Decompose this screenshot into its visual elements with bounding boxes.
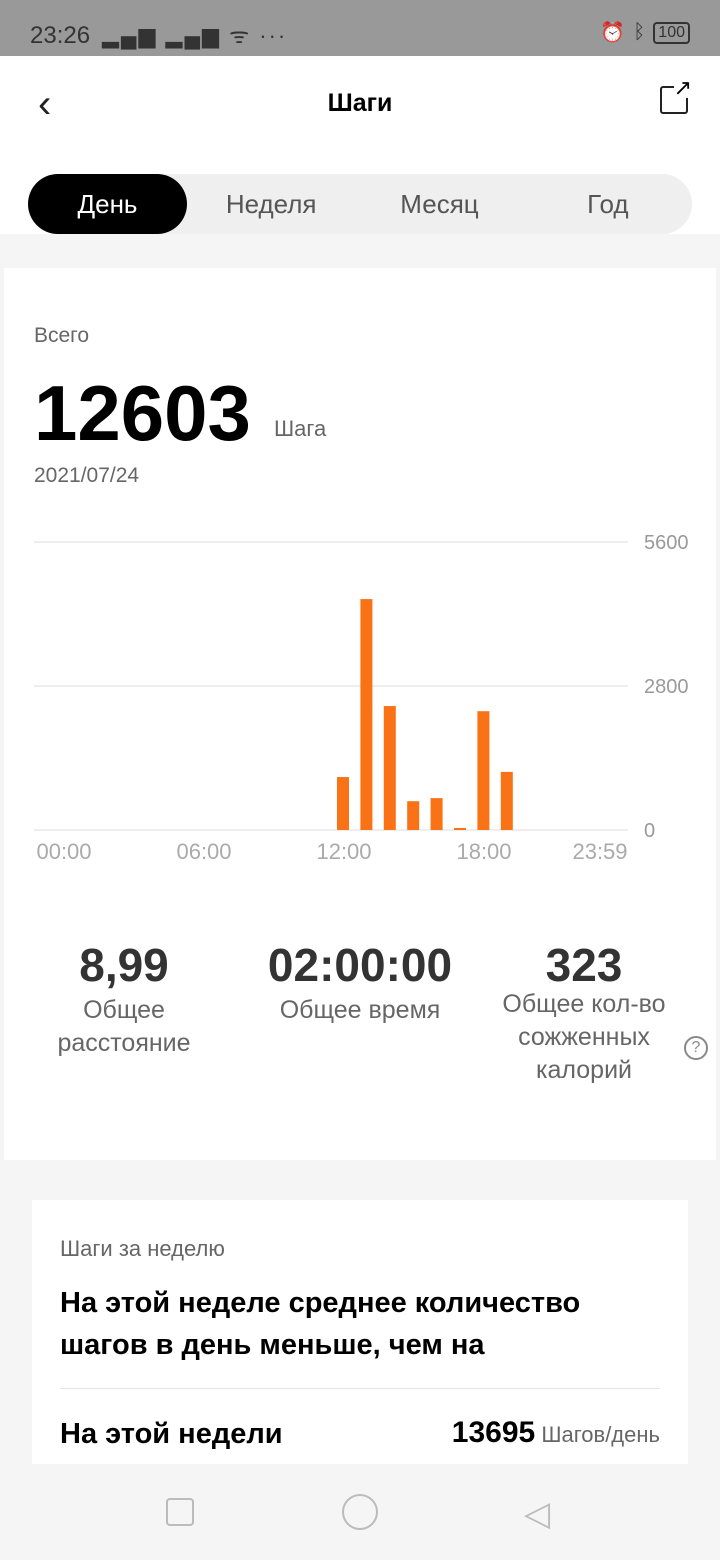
tab-week[interactable]: Неделя (225, 189, 317, 219)
back-icon[interactable]: ‹ (38, 82, 52, 126)
status-bar: 23:26 ▂▄▆ ▂▄▆ ᯤ ··· ⏰ ᛒ 100 (0, 0, 720, 56)
bluetooth-icon: ᛒ (633, 21, 646, 43)
page-title: Шаги (327, 89, 393, 117)
y-tick-label: 2800 (644, 676, 689, 698)
stat-calories: 323 Общее кол-во сожженных калорий (474, 938, 694, 1087)
stat-distance: 8,99 Общее расстояние (4, 938, 244, 1060)
x-tick-label: 00:00 (36, 839, 91, 864)
home-button[interactable] (342, 1494, 378, 1530)
back-button[interactable]: ◁ (524, 1495, 551, 1533)
stat-value: 8,99 (79, 939, 169, 991)
share-icon[interactable] (660, 78, 692, 114)
recents-button[interactable] (166, 1498, 194, 1526)
battery-icon: 100 (653, 21, 690, 44)
signal-wifi-icons: ▂▄▆ ▂▄▆ ᯤ ··· (102, 23, 288, 48)
help-icon[interactable]: ? (684, 1036, 708, 1060)
stat-label: Общее расстояние (57, 996, 191, 1057)
weekly-label: Шаги за неделю (60, 1236, 225, 1261)
weekly-title: На этой неделе среднее количество шагов … (60, 1287, 581, 1361)
steps-card: Всего 12603 Шага 2021/07/24 5600 2800 0 00:… (4, 268, 716, 1160)
alarm-icon: ⏰ (600, 22, 626, 44)
bar (454, 827, 466, 830)
status-time: 23:26 (30, 22, 91, 49)
x-tick-label: 06:00 (176, 839, 231, 864)
stat-label: Общее время (279, 996, 441, 1024)
steps-unit: Шага (274, 416, 327, 441)
tab-year[interactable]: Год (587, 189, 629, 219)
stat-time: 02:00:00 Общее время (240, 938, 480, 1027)
stat-value: 02:00:00 (267, 939, 453, 991)
period-tabs: День Неделя Месяц Год (28, 174, 692, 234)
steps-chart: 5600 2800 0 00:00 06:00 12:00 18:00 23:59 (34, 532, 689, 864)
x-tick-label: 18:00 (456, 839, 511, 864)
stat-label: Общее кол-во сожженных калорий (502, 990, 666, 1084)
nav-bar: ◁ (0, 1464, 720, 1560)
y-tick-label: 5600 (644, 532, 689, 554)
tab-month[interactable]: Месяц (400, 189, 479, 219)
bar (360, 599, 373, 830)
this-week-value: 13695 (451, 1416, 536, 1449)
y-tick-label: 0 (644, 820, 655, 842)
bar (407, 801, 420, 830)
tab-day[interactable]: День (28, 174, 187, 234)
bar (337, 777, 349, 830)
bar (430, 798, 443, 830)
this-week-unit: Шагов/день (541, 1422, 660, 1447)
total-label: Всего (34, 324, 90, 347)
header: ‹ Шаги День Неделя Месяц Год (0, 56, 720, 234)
bar (477, 711, 490, 830)
stat-value: 323 (545, 939, 623, 991)
weekly-card[interactable]: Шаги за неделю На этой неделе среднее ко… (32, 1200, 688, 1464)
this-week-label: На этой недели (60, 1418, 283, 1450)
bar (383, 706, 396, 830)
x-tick-label: 12:00 (316, 839, 371, 864)
divider (60, 1388, 660, 1389)
bar (500, 771, 513, 830)
date: 2021/07/24 (34, 464, 140, 487)
x-tick-label: 23:59 (572, 839, 627, 864)
total-steps: 12603 (34, 369, 251, 457)
